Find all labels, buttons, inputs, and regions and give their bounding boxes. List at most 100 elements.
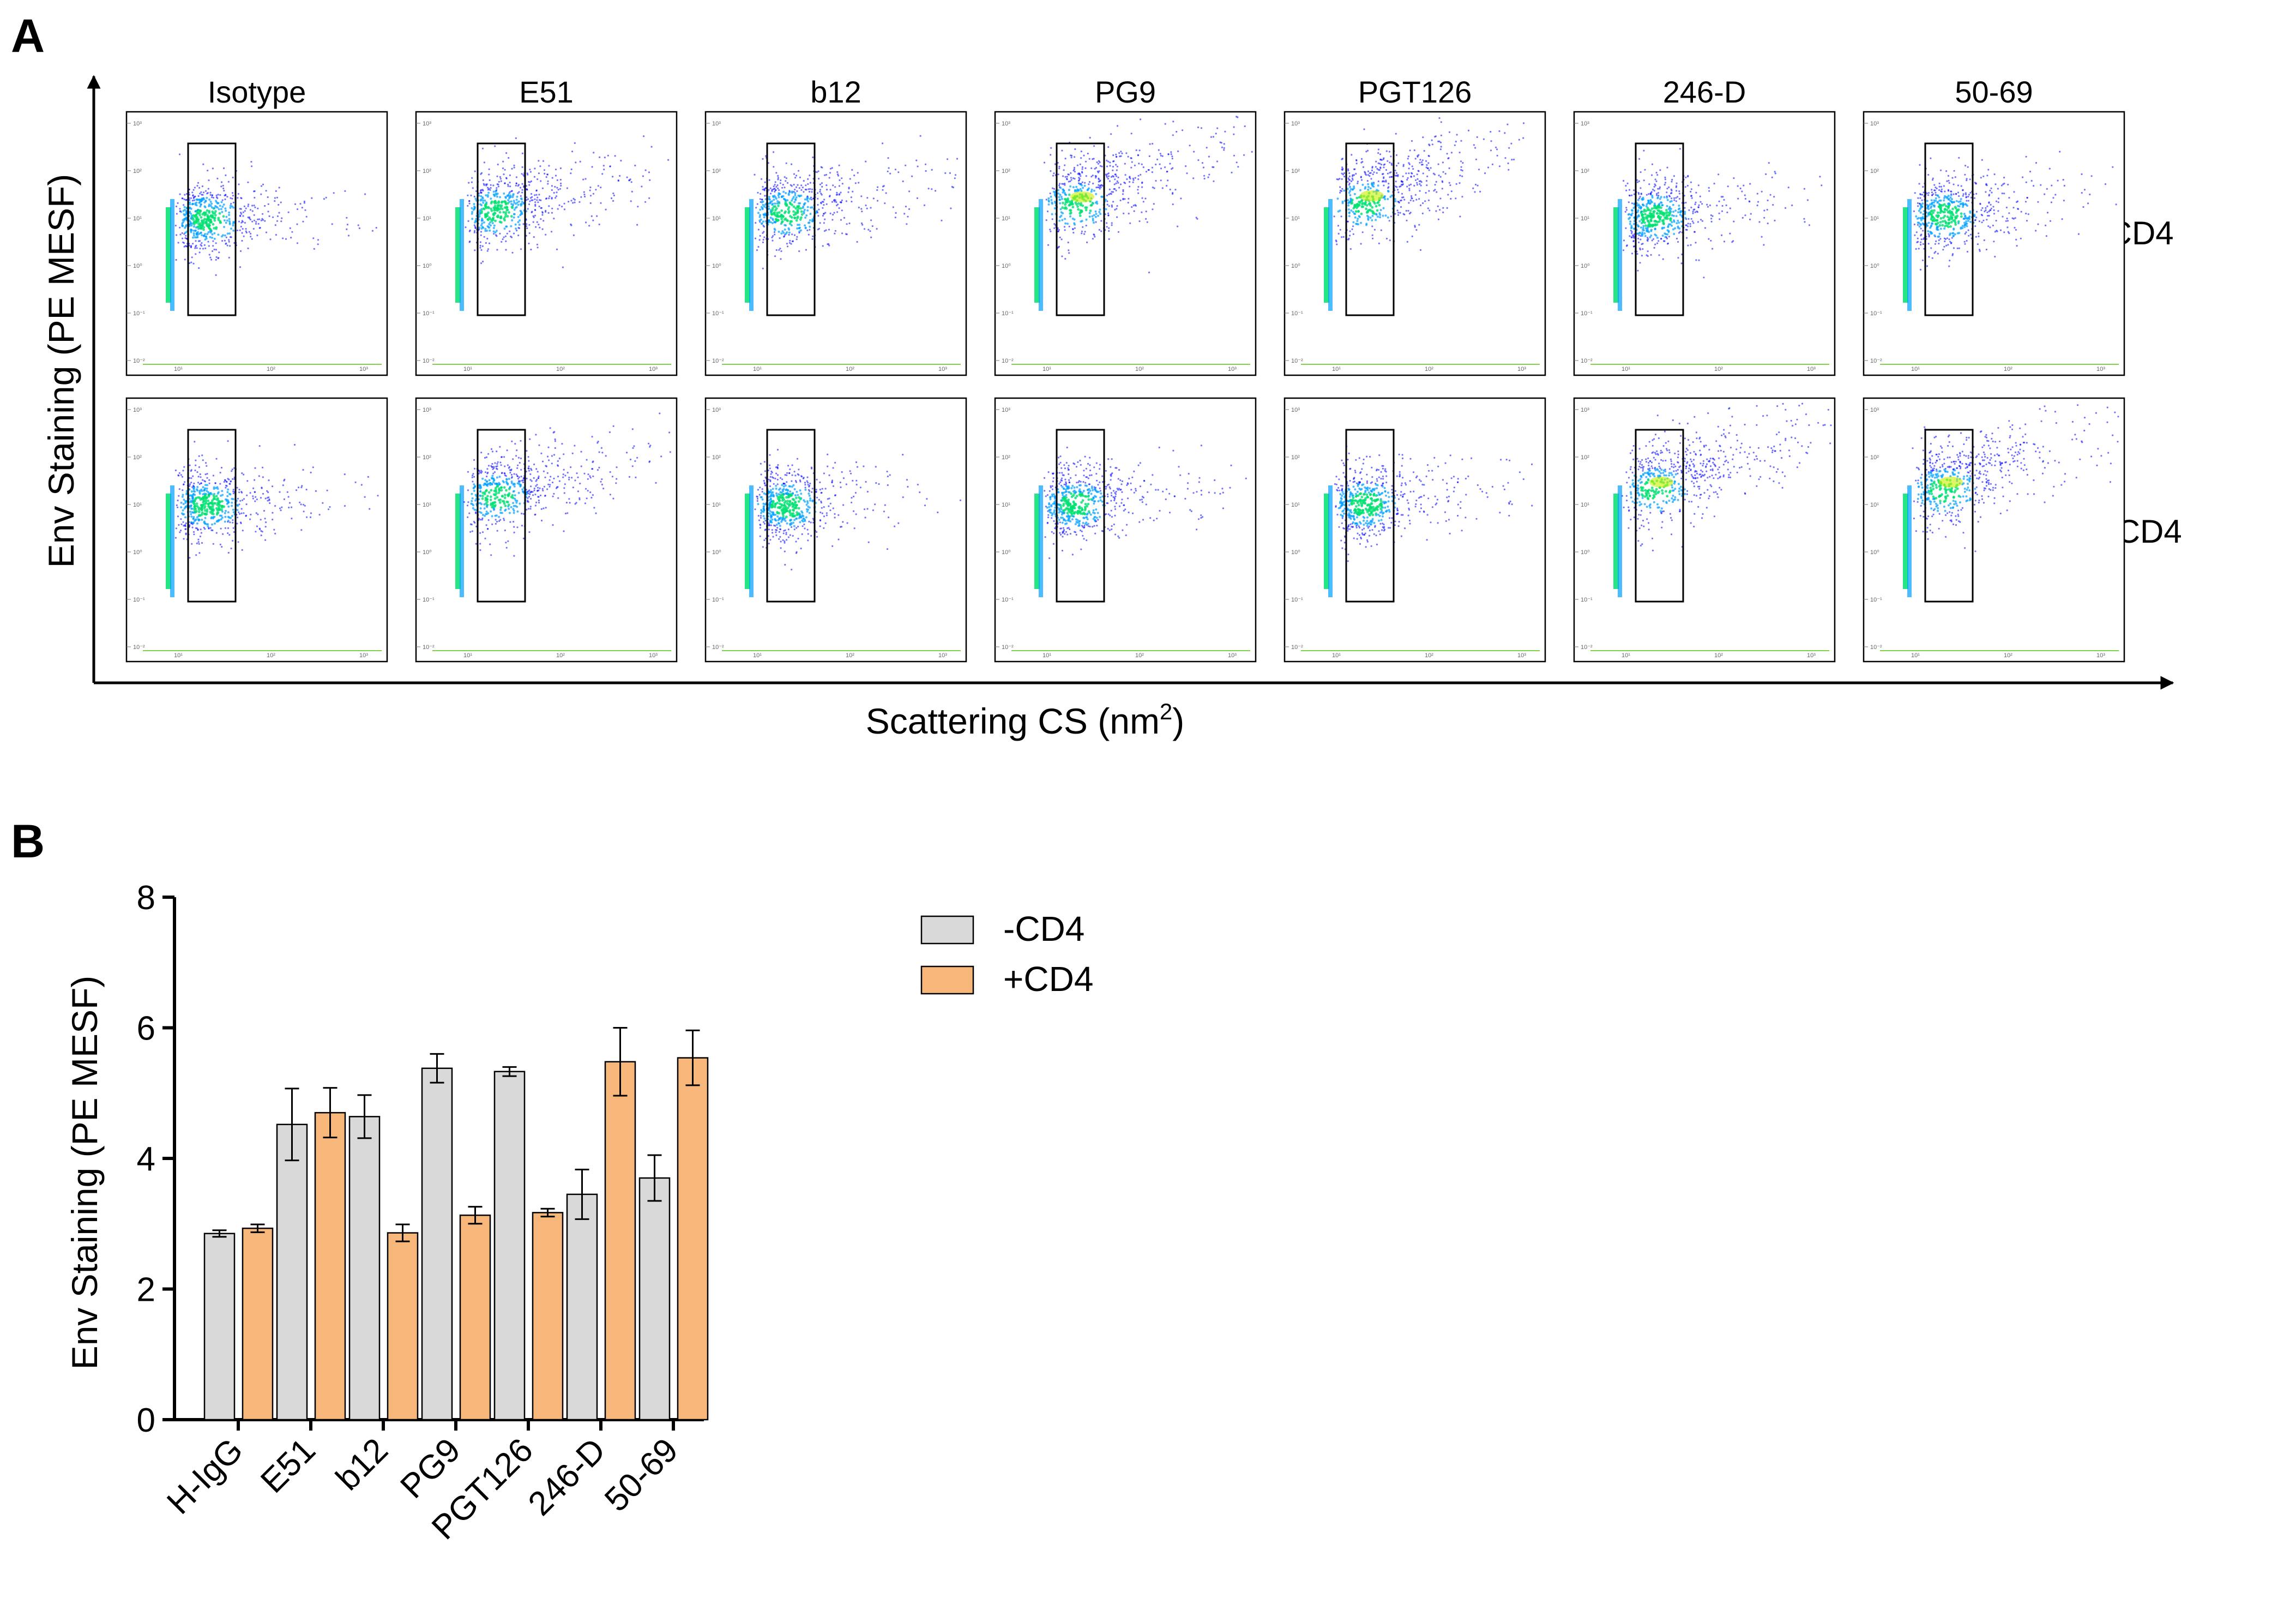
event-dot (232, 206, 235, 209)
event-dot (1052, 480, 1054, 483)
event-dot (203, 526, 205, 529)
event-dot (834, 516, 836, 519)
event-dot (504, 213, 507, 216)
event-dot (542, 160, 545, 162)
event-dot (511, 496, 515, 500)
event-dot (250, 161, 252, 163)
event-dot (1124, 163, 1126, 165)
event-dot (776, 449, 779, 451)
event-dot (866, 490, 869, 493)
event-dot (768, 524, 770, 526)
event-dot (1062, 175, 1064, 177)
event-dot (237, 516, 239, 519)
event-dot (222, 533, 224, 535)
event-dot (215, 532, 218, 534)
event-dot (537, 247, 539, 249)
event-dot (218, 507, 221, 510)
event-dot (204, 522, 207, 525)
event-dot (1096, 161, 1098, 164)
event-dot (589, 491, 592, 494)
event-dot (215, 226, 218, 229)
event-dot (245, 231, 248, 234)
panel-a-letter: A (11, 10, 45, 62)
event-dot (517, 203, 520, 206)
event-dot (516, 475, 519, 477)
event-dot (480, 173, 482, 175)
event-dot (473, 195, 475, 198)
event-dot (467, 194, 469, 196)
event-dot (358, 227, 361, 230)
event-dot (486, 230, 488, 232)
event-dot (775, 524, 778, 526)
event-dot (208, 179, 210, 182)
event-dot (223, 226, 225, 229)
event-dot (489, 484, 491, 486)
event-dot (495, 514, 498, 517)
event-dot (793, 201, 796, 203)
event-dot (1089, 525, 1091, 528)
event-dot (198, 267, 200, 269)
event-dot (784, 228, 786, 231)
event-dot (633, 445, 635, 447)
event-dot (598, 451, 600, 453)
event-dot (527, 456, 529, 458)
event-dot (553, 431, 556, 433)
event-dot (1058, 184, 1060, 187)
event-dot (254, 479, 256, 481)
event-dot (863, 228, 866, 230)
event-dot (655, 482, 657, 484)
event-dot (230, 480, 232, 482)
event-dot (1224, 130, 1226, 133)
event-dot (799, 229, 802, 232)
event-dot (876, 189, 878, 191)
event-dot (180, 518, 182, 520)
event-dot (1059, 481, 1062, 483)
event-dot (1085, 467, 1087, 470)
event-dot (1092, 509, 1095, 512)
event-dot (1081, 171, 1083, 173)
event-dot (821, 166, 823, 169)
x-axis-label-main: Scattering CS (nm (866, 701, 1160, 741)
event-dot (610, 197, 613, 200)
event-dot (772, 212, 775, 215)
event-dot (1072, 503, 1076, 507)
event-dot (196, 185, 198, 187)
event-dot (768, 543, 770, 545)
event-dot (545, 176, 547, 178)
event-dot (1106, 203, 1108, 206)
event-dot (1058, 165, 1060, 168)
event-dot (1142, 166, 1144, 169)
event-dot (1095, 213, 1098, 215)
event-dot (775, 466, 777, 468)
event-dot (505, 240, 507, 242)
event-dot (488, 168, 490, 170)
event-dot (494, 504, 497, 507)
event-dot (224, 198, 226, 200)
event-dot (227, 181, 230, 183)
event-dot (556, 248, 558, 250)
event-dot (513, 526, 515, 528)
event-dot (1111, 528, 1113, 531)
event-dot (824, 218, 826, 220)
event-dot (774, 221, 776, 224)
event-dot (208, 211, 211, 214)
event-dot (1126, 524, 1128, 526)
event-dot (1161, 155, 1164, 157)
event-dot (296, 208, 299, 211)
event-dot (522, 479, 525, 482)
event-dot (220, 494, 222, 497)
event-dot (212, 245, 214, 247)
event-dot (1115, 164, 1117, 166)
event-dot (1178, 466, 1180, 468)
event-dot (220, 527, 222, 530)
event-dot (541, 187, 544, 189)
event-dot (1076, 164, 1078, 166)
event-dot (801, 519, 804, 522)
event-dot (1233, 154, 1235, 157)
event-dot (505, 475, 507, 477)
event-dot (267, 196, 269, 199)
event-dot (1047, 197, 1050, 200)
event-dot (475, 218, 478, 220)
event-dot (515, 199, 518, 201)
event-dot (795, 186, 798, 188)
